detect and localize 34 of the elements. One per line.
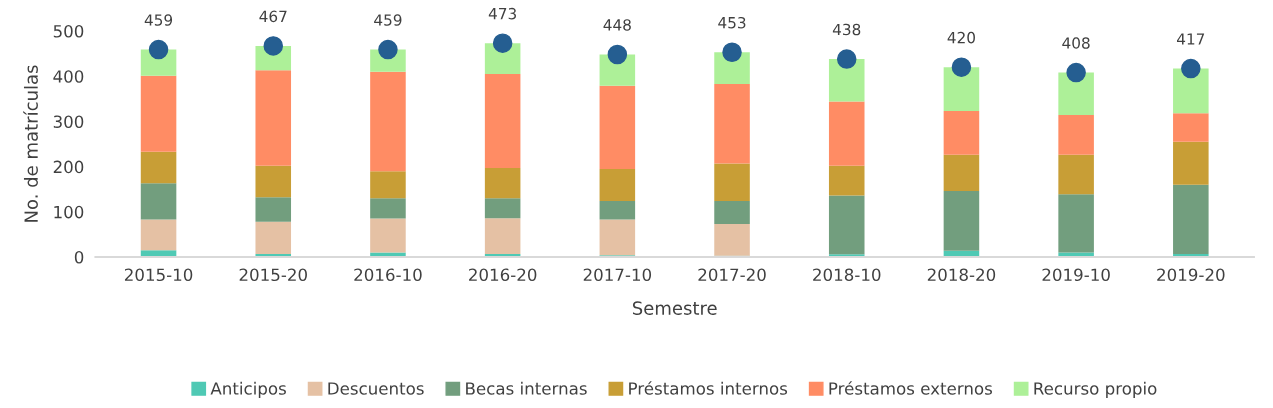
data-label: 408 (1062, 37, 1090, 49)
y-tick-label: 300 (53, 115, 84, 128)
legend-label: Préstamos externos (829, 381, 993, 395)
y-axis-title: No. de matrículas (23, 65, 38, 222)
data-label: 467 (259, 10, 287, 23)
data-label: 448 (603, 19, 631, 31)
data-label: 453 (718, 16, 746, 29)
x-tick-label: 2017-20 (698, 268, 766, 282)
legend-label: Anticipos (210, 381, 286, 398)
y-tick-label: 100 (54, 205, 84, 219)
x-axis-title: Semestre (632, 301, 717, 315)
data-label: 417 (1176, 33, 1205, 45)
x-tick-label: 2019-10 (1042, 268, 1110, 282)
x-tick-label: 2018-10 (813, 268, 881, 282)
y-tick-label: 400 (53, 70, 84, 83)
data-label: 420 (947, 31, 975, 44)
legend-label: Préstamos internos (629, 381, 788, 395)
legend-label: Recurso propio (1034, 381, 1157, 398)
data-label: 473 (488, 7, 516, 20)
y-tick-label: 200 (53, 160, 84, 174)
legend-label: Becas internas (466, 381, 587, 395)
data-label: 459 (374, 14, 402, 26)
x-tick-label: 2015-10 (124, 268, 193, 282)
x-tick-label: 2016-20 (469, 268, 537, 282)
x-tick-label: 2017-10 (583, 268, 652, 282)
x-tick-label: 2015-20 (239, 268, 307, 282)
x-tick-label: 2018-20 (927, 268, 996, 282)
x-tick-label: 2016-10 (354, 268, 422, 282)
data-label: 438 (832, 23, 861, 36)
data-label: 459 (144, 14, 173, 26)
legend-label: Descuentos (328, 382, 424, 395)
x-tick-label: 2019-20 (1157, 268, 1225, 282)
y-tick-label: 0 (74, 251, 84, 264)
y-tick-label: 500 (53, 24, 84, 38)
